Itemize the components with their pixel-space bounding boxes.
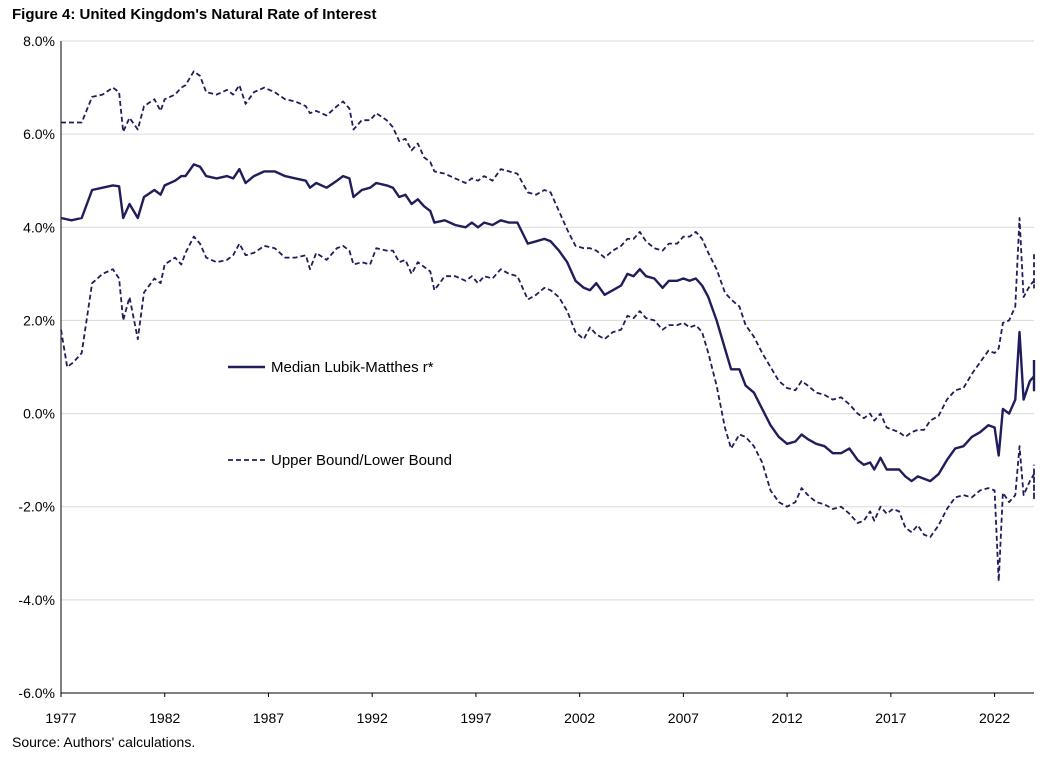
legend-label-upper-bound-lower-bound: Upper Bound/Lower Bound: [271, 452, 452, 469]
series-lines: [60, 70, 1036, 583]
series-line-median-lubik-matthes-r: [60, 163, 1036, 483]
x-tick-label: 2012: [772, 710, 803, 726]
y-tick-label: 2.0%: [23, 312, 55, 328]
y-tick-label: 6.0%: [23, 126, 55, 142]
series-line-upper-bound: [61, 70, 1035, 438]
x-tick-label: 2007: [668, 710, 699, 726]
y-tick-label: -2.0%: [18, 499, 55, 515]
x-axis-ticks: 1977 1982 1987 1992 1997 2002 2007 2012 2017 2022: [45, 693, 1010, 726]
y-tick-label: -4.0%: [18, 592, 55, 608]
x-tick-label: 1982: [149, 710, 180, 726]
chart-title: Figure 4: United Kingdom's Natural Rate …: [12, 6, 377, 23]
x-tick-label: 1997: [460, 710, 491, 726]
axes: [60, 41, 1034, 694]
gridlines: [61, 40, 1034, 601]
legend-label-median-lubik-matthes-r: Median Lubik-Matthes r*: [271, 359, 434, 376]
x-tick-label: 1987: [253, 710, 284, 726]
y-tick-label: 8.0%: [23, 33, 55, 49]
x-tick-label: 1977: [45, 710, 76, 726]
chart-source-note: Source: Authors' calculations.: [12, 734, 196, 750]
y-axis-ticks: -6.0% -4.0% -2.0% 0.0% 2.0% 4.0% 6.0% 8.0%: [18, 33, 55, 701]
series-line-lower-bound: [60, 235, 1035, 583]
x-tick-label: 1992: [357, 710, 388, 726]
y-tick-label: 0.0%: [23, 406, 55, 422]
x-tick-label: 2017: [875, 710, 906, 726]
x-tick-label: 2002: [564, 710, 595, 726]
y-tick-label: -6.0%: [18, 685, 55, 701]
legend: Median Lubik-Matthes r* Upper Bound/Lower…: [228, 359, 452, 469]
y-tick-label: 4.0%: [23, 219, 55, 235]
x-tick-label: 2022: [979, 710, 1010, 726]
